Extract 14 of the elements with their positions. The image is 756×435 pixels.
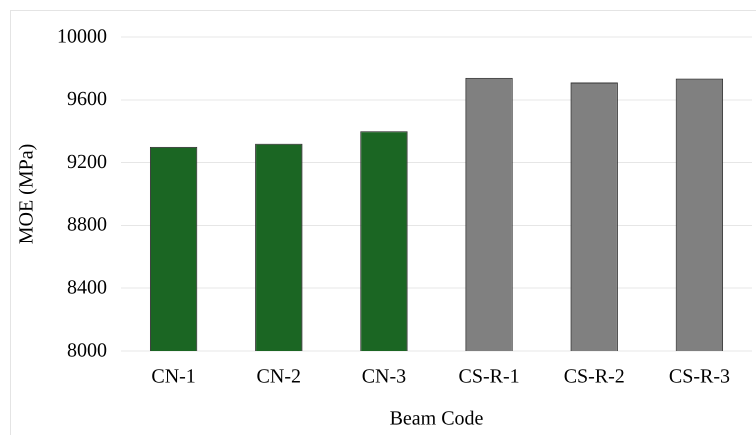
y-tick-label: 10000: [57, 25, 107, 48]
x-tick-label: CS-R-3: [668, 365, 730, 388]
x-tick-label: CS-R-1: [458, 365, 520, 388]
y-tick-label: 9600: [67, 88, 107, 110]
y-axis-title: MOE (MPa): [15, 144, 38, 244]
y-tick-label: 8000: [67, 339, 107, 362]
y-tick-label: 9200: [67, 150, 107, 173]
x-tick-label: CN-3: [362, 365, 406, 388]
y-tick-label: 8400: [67, 276, 107, 298]
y-tick-label: 8800: [67, 214, 107, 236]
x-tick-label: CN-2: [256, 365, 301, 388]
x-axis-title: Beam Code: [390, 407, 484, 430]
x-tick-label: CN-1: [151, 365, 196, 388]
x-tick-label: CS-R-2: [564, 365, 625, 388]
